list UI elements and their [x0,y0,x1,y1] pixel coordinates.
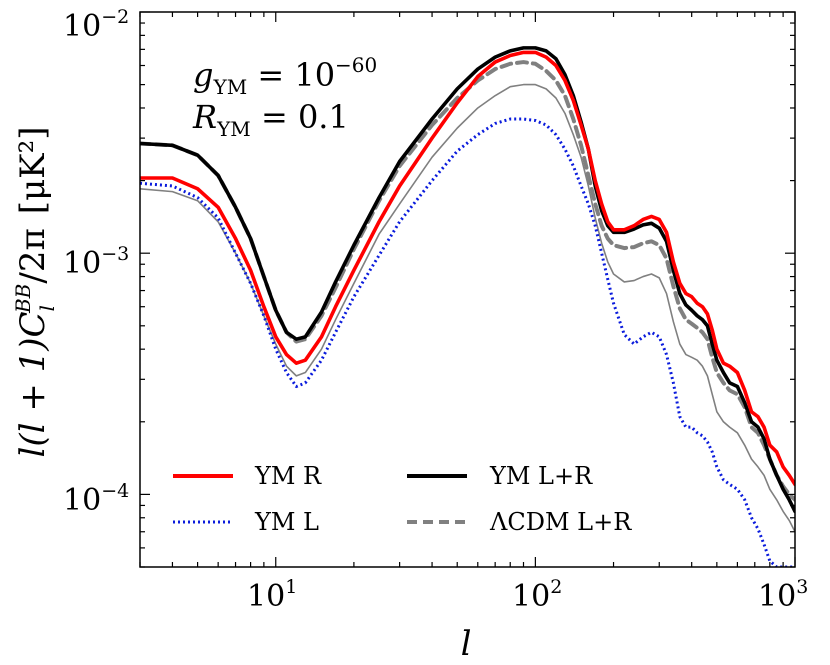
plot-frame [139,11,796,568]
y-axis-label: l(l + 1)ClBB/2π[μK²] [11,127,59,458]
legend: YM R YM L YM L+R ΛCDM L+R [173,462,632,536]
series-layer [140,46,795,567]
svg-text:l(l + 1)ClBB/2π[μK²]: l(l + 1)ClBB/2π[μK²] [11,127,59,458]
y-tick-label-1e-3: 10−3 [63,243,129,281]
x-tick-label-10: 101 [247,576,297,614]
legend-label-ym-r: YM R [254,462,322,490]
annotation-r-ym: RYM = 0.1 [192,98,349,141]
legend-label-lcdm: ΛCDM L+R [489,508,632,536]
series-line-ym-l [140,117,795,567]
series-line--cdm-l-r [140,60,795,502]
x-tick-label-100: 102 [512,576,562,614]
annotation-g-ym: gYM = 10−60 [193,53,377,99]
series-line-lcdm-unlensed [140,83,795,533]
legend-label-ym-l: YM L [254,508,319,536]
series-line-ym-r [140,50,795,487]
legend-label-ym-lr: YM L+R [489,462,593,490]
x-tick-label-1000: 103 [758,576,808,614]
x-axis-label: l [461,624,472,664]
y-tick-label-1e-4: 10−4 [63,480,129,518]
y-tick-label-1e-2: 10−2 [63,6,129,44]
